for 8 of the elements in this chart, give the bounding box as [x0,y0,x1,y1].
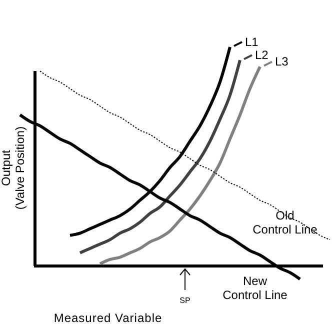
series-label: New Control Line [222,274,288,302]
x-axis-title: Measured Variable [54,311,162,325]
legend-label: L3 [275,54,289,69]
series-label: Old Control Line [252,208,318,237]
text: SP [180,296,190,305]
y-axis-title: Output (Valve Position) [0,126,27,210]
legend-label: L1 [245,35,259,49]
legend-label: L2 [255,48,269,62]
